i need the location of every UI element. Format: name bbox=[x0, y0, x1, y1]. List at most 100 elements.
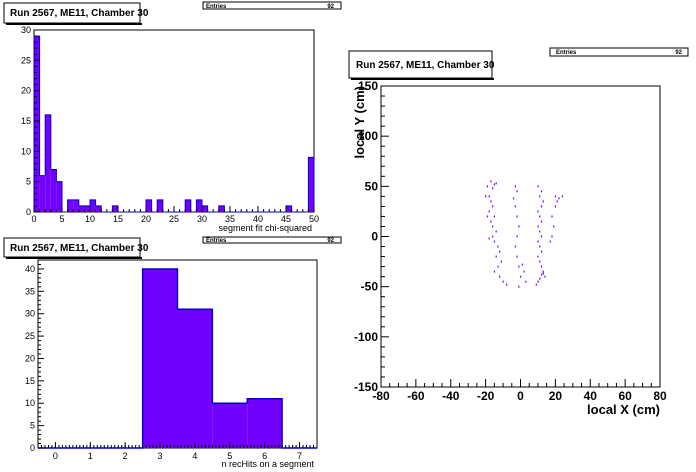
chart-chi2-bar-3 bbox=[50, 169, 57, 212]
chart-chi2-xtick-label-3: 15 bbox=[113, 214, 123, 224]
chart-localxy-point-71 bbox=[551, 235, 553, 238]
chart-nhits-ytick-label-0: 0 bbox=[30, 443, 35, 453]
chart-localxy-xtick-label-7: 60 bbox=[618, 389, 632, 403]
chart-chi2-ytick-label-1: 5 bbox=[26, 177, 31, 187]
chart-localxy-point-59 bbox=[539, 277, 541, 280]
chart-localxy-point-63 bbox=[542, 272, 544, 275]
chart-localxy-point-41 bbox=[540, 190, 543, 193]
chart-localxy-point-2 bbox=[486, 185, 489, 188]
chart-localxy-point-6 bbox=[490, 200, 492, 203]
chart-localxy-point-11 bbox=[492, 225, 494, 228]
chart-chi2-bars bbox=[33, 35, 315, 213]
chart-nhits-stats-value: 92 bbox=[327, 238, 334, 244]
chart-nhits-axes: 0 1 2 3 4 5 6 7 0 5 10 15 20 25 30 35 40 bbox=[25, 259, 318, 461]
chart-chi2-bar-33 bbox=[218, 205, 225, 212]
chart-localxy-point-25 bbox=[514, 185, 516, 188]
chart-localxy-point-4 bbox=[492, 187, 494, 190]
chart-localxy-point-53 bbox=[540, 250, 543, 253]
chart-chi2-bar-27 bbox=[185, 199, 191, 212]
chart-chi2-bar-0 bbox=[34, 36, 40, 212]
chart-chi2-xtick-label-9: 45 bbox=[281, 214, 291, 224]
chart-localxy-point-67 bbox=[556, 200, 558, 203]
chart-localxy-point-60 bbox=[537, 280, 539, 283]
chart-localxy-point-34 bbox=[518, 265, 520, 268]
chart-localxy-xtick-label-1: -60 bbox=[407, 389, 425, 403]
chart-localxy-point-14 bbox=[488, 237, 490, 240]
chart-localxy-point-15 bbox=[493, 240, 496, 243]
chart-localxy-point-70 bbox=[553, 225, 555, 228]
chart-localxy-point-22 bbox=[499, 275, 501, 278]
chart-localxy-point-69 bbox=[551, 215, 553, 218]
chart-chi2-bar-2 bbox=[45, 114, 51, 212]
chart-localxy-point-0 bbox=[490, 180, 492, 183]
chart-chi2-bar-10 bbox=[90, 199, 96, 212]
chart-localxy-title: Run 2567, ME11, Chamber 30 bbox=[356, 60, 495, 71]
chart-localxy-point-65 bbox=[558, 197, 560, 200]
chart-nhits-xtick-label-3: 3 bbox=[158, 451, 163, 461]
chart-chi2-bar-4 bbox=[56, 181, 62, 212]
chart-chi2-bar-45 bbox=[286, 205, 292, 212]
chart-localxy-point-72 bbox=[549, 240, 551, 243]
chart-nhits-xtick-label-7: 7 bbox=[297, 451, 302, 461]
chart-localxy-point-37 bbox=[521, 263, 523, 266]
chart-localxy-point-16 bbox=[497, 245, 499, 248]
chart-localxy-point-44 bbox=[540, 205, 543, 208]
chart-localxy-point-33 bbox=[516, 255, 518, 258]
chart-localxy-point-46 bbox=[539, 215, 541, 218]
chart-localxy-stats-box bbox=[549, 47, 689, 57]
chart-nhits-xtick-label-0: 0 bbox=[53, 451, 58, 461]
chart-localxy-xtick-label-4: 0 bbox=[517, 389, 524, 403]
chart-localxy-xtick-label-6: 40 bbox=[584, 389, 598, 403]
chart-localxy-point-49 bbox=[539, 230, 541, 233]
chart-localxy-point-62 bbox=[544, 275, 546, 278]
chart-localxy-point-61 bbox=[535, 283, 537, 286]
chart-localxy-point-39 bbox=[518, 285, 520, 288]
chart-localxy-xtick-label-0: -80 bbox=[372, 389, 390, 403]
chart-localxy-point-57 bbox=[542, 270, 544, 273]
chart-chi2-bar-8 bbox=[78, 205, 85, 212]
chart-chi2-bar-30 bbox=[202, 205, 208, 212]
chart-nhits-outline bbox=[38, 268, 317, 449]
chart-chi2-bar-9 bbox=[84, 205, 90, 212]
chart-localxy-xtick-label-2: -40 bbox=[442, 389, 460, 403]
chart-chi2-ytick-label-0: 0 bbox=[26, 207, 31, 217]
chart-localxy-point-68 bbox=[554, 205, 557, 208]
chart-localxy-point-9 bbox=[493, 215, 496, 218]
chart-localxy-ytick-label-1: -100 bbox=[354, 330, 378, 344]
chart-chi2-title-shadow bbox=[6, 23, 142, 25]
chart-localxy: -80 -60 -40 -20 0 20 40 60 80 -150 -100 -50 0 50 100 15… bbox=[348, 47, 689, 417]
chart-nhits-ytick-label-4: 20 bbox=[25, 353, 35, 363]
chart-localxy-point-58 bbox=[540, 273, 543, 276]
chart-localxy-title-box bbox=[348, 50, 493, 79]
chart-localxy-point-20 bbox=[497, 265, 499, 268]
chart-localxy-ylabel: local Y (cm) bbox=[352, 86, 367, 159]
chart-localxy-point-74 bbox=[486, 215, 489, 218]
chart-localxy-point-40 bbox=[537, 185, 539, 188]
chart-localxy-xtick-label-5: 20 bbox=[549, 389, 563, 403]
chart-localxy-point-52 bbox=[539, 245, 541, 248]
chart-localxy-point-50 bbox=[540, 235, 543, 238]
chart-localxy-point-24 bbox=[506, 283, 508, 286]
chart-localxy-point-10 bbox=[490, 220, 492, 223]
chart-localxy-point-28 bbox=[514, 205, 516, 208]
chart-chi2-ytick-label-3: 15 bbox=[21, 116, 31, 126]
chart-localxy-point-31 bbox=[516, 235, 518, 238]
chart-chi2-xtick-label-0: 0 bbox=[31, 214, 36, 224]
chart-chi2-bar-6 bbox=[67, 199, 74, 212]
chart-nhits-title-shadow bbox=[6, 257, 142, 259]
chart-localxy-xtick-label-8: 80 bbox=[653, 389, 667, 403]
chart-localxy-point-26 bbox=[516, 190, 518, 193]
chart-nhits-bar-5 bbox=[212, 403, 248, 448]
chart-localxy-point-27 bbox=[513, 197, 515, 200]
chart-nhits-bar-3 bbox=[142, 268, 178, 448]
chart-nhits-xtick-label-5: 5 bbox=[227, 451, 232, 461]
chart-localxy-point-18 bbox=[495, 255, 497, 258]
chart-chi2-bar-11 bbox=[95, 205, 102, 212]
chart-localxy-point-45 bbox=[537, 210, 539, 213]
chart-nhits-ytick-label-5: 25 bbox=[25, 331, 35, 341]
chart-chi2-ytick-label-2: 10 bbox=[21, 146, 31, 156]
chart-nhits-stats-box bbox=[202, 236, 342, 244]
chart-localxy-point-30 bbox=[518, 225, 520, 228]
chart-localxy-point-17 bbox=[499, 250, 501, 253]
